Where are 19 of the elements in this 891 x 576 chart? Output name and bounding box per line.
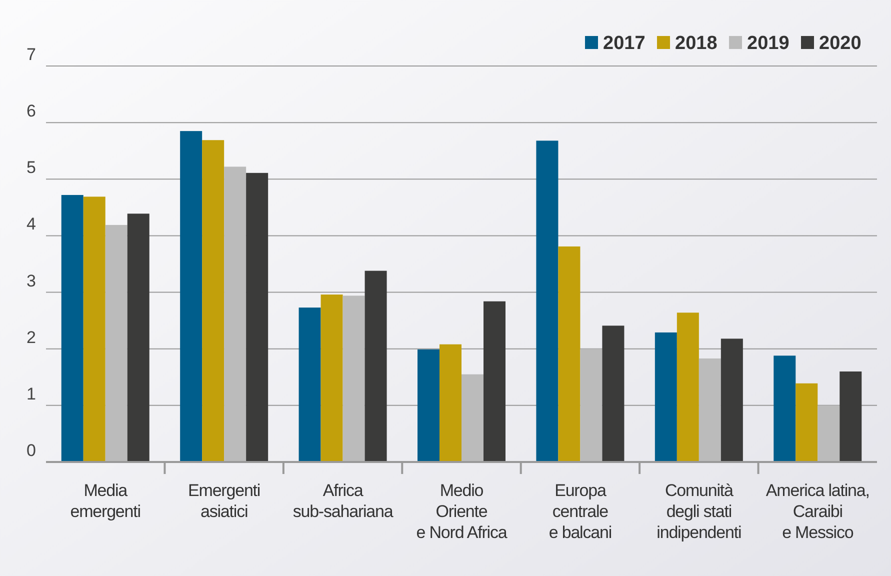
y-tick-label: 0 (26, 441, 36, 460)
legend-label: 2017 (603, 33, 646, 54)
x-tick-label: Emergenti asiatici (188, 481, 260, 521)
legend-label: 2019 (747, 33, 790, 54)
x-tick-label: Media emergenti (70, 481, 140, 521)
y-tick-label: 6 (26, 102, 36, 121)
x-tick-label: Medio Oriente e Nord Africa (416, 481, 508, 542)
y-tick-label: 3 (26, 271, 36, 290)
y-tick-label: 1 (26, 384, 36, 404)
y-tick-label: 7 (26, 45, 36, 64)
legend-label: 2018 (675, 33, 718, 54)
legend-label: 2020 (819, 33, 862, 54)
x-tick-label: Africa sub-sahariana (292, 481, 394, 521)
x-tick-label: America latina, Caraibi e Messico (766, 481, 870, 542)
x-tick-label: Comunità degli stati indipendenti (656, 481, 742, 542)
y-tick-label: 4 (26, 214, 36, 234)
y-tick-label: 5 (26, 158, 36, 178)
x-tick-label: Europa centrale e balcani (548, 481, 612, 542)
y-tick-label: 2 (26, 328, 36, 347)
